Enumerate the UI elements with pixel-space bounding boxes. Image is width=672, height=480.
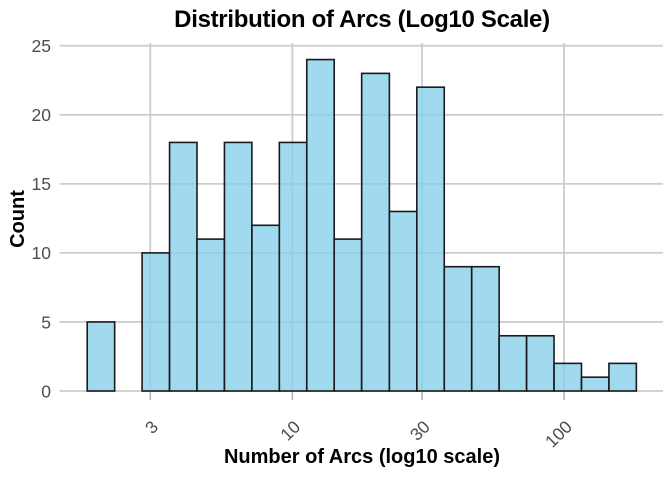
x-axis-title: Number of Arcs (log10 scale) [224,446,500,468]
x-tick-label: 100 [541,417,576,452]
histogram-bar [333,238,363,392]
x-tick-label: 30 [406,416,434,444]
x-tick-label: 10 [276,416,304,444]
histogram-bar [305,58,336,392]
histogram-bar [498,334,528,392]
y-tick-label: 0 [41,381,51,401]
histogram-bar [525,334,555,392]
y-tick-label: 25 [32,36,51,56]
histogram-bar [223,141,253,392]
histogram-bar [278,141,308,392]
histogram-bar [608,362,638,392]
y-tick-label: 5 [41,312,51,332]
histogram-bar [443,265,473,392]
bars-layer [86,58,638,392]
y-tick-label: 20 [32,105,52,125]
histogram-bar [416,86,446,392]
chart-title: Distribution of Arcs (Log10 Scale) [174,6,550,33]
y-tick-label: 15 [32,174,51,194]
histogram-bar [580,376,610,392]
x-tick-label: 3 [141,417,162,438]
histogram-bar [360,72,391,392]
histogram-bar [141,252,171,392]
histogram-bar [86,321,116,392]
histogram-bar [470,265,500,392]
histogram-bar [553,362,583,392]
y-axis-title: Count [7,190,29,248]
histogram-bar [168,141,198,392]
y-tick-label: 10 [32,243,52,263]
histogram-bar [251,224,281,392]
histogram-bar [388,210,418,392]
histogram-bar [196,238,226,392]
